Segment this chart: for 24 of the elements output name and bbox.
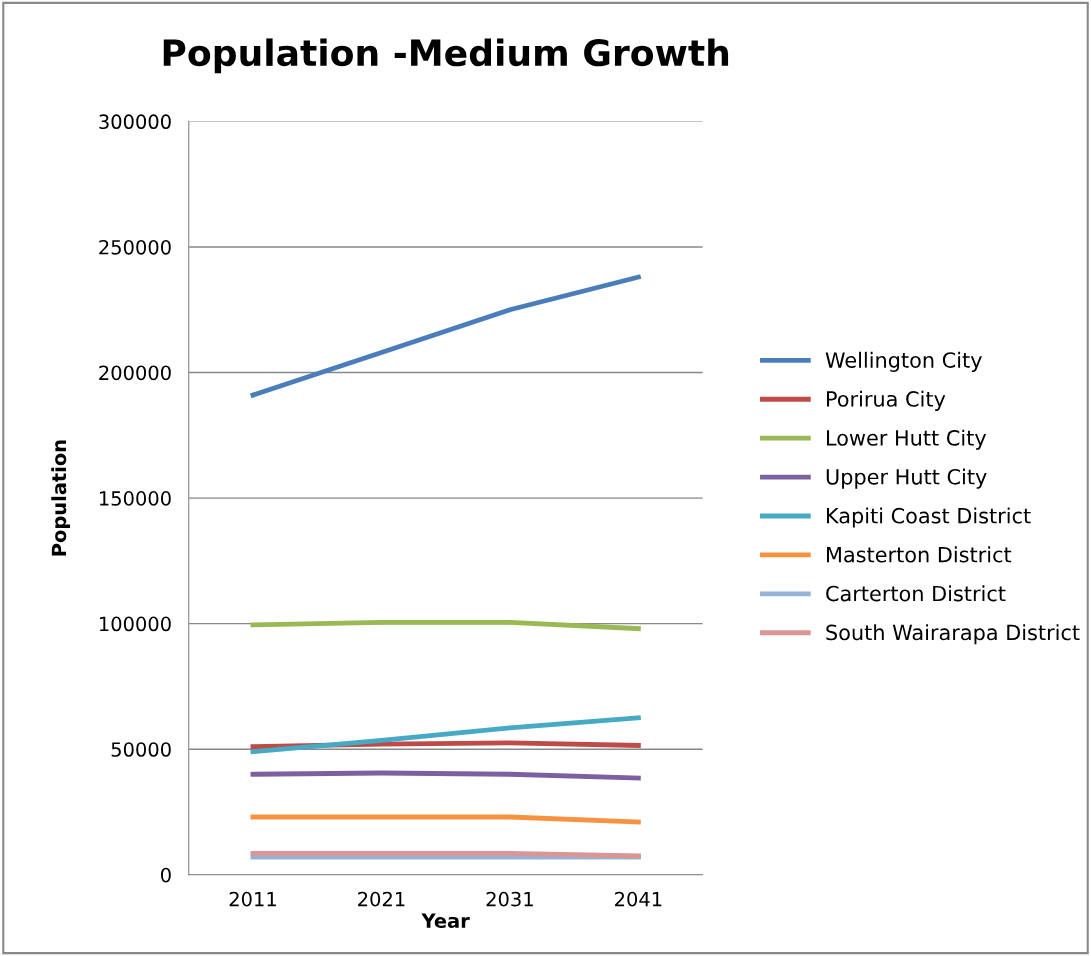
x-axis-title: Year bbox=[421, 913, 470, 929]
line-series bbox=[250, 715, 641, 755]
y-tick-label: 200000 bbox=[99, 365, 171, 381]
legend-label: South Wairarapa District bbox=[826, 624, 1080, 645]
x-tick-label: 2021 bbox=[358, 891, 405, 907]
chart-title: Population -Medium Growth bbox=[163, 38, 729, 74]
y-tick-label: 250000 bbox=[99, 239, 171, 255]
legend-label: Porirua City bbox=[827, 390, 946, 411]
x-tick-label: 2041 bbox=[615, 891, 662, 907]
legend-label: Wellington City bbox=[825, 351, 982, 372]
y-tick-label: 300000 bbox=[99, 114, 171, 130]
legend-label: Carterton District bbox=[826, 585, 1006, 602]
x-tick-label: 2031 bbox=[486, 891, 533, 907]
legend-label: Upper Hutt City bbox=[826, 468, 987, 489]
x-tick-label: 2011 bbox=[229, 891, 276, 907]
y-tick-label: 100000 bbox=[99, 616, 171, 632]
legend-label: Masterton District bbox=[827, 546, 1012, 563]
y-tick-label: 50000 bbox=[111, 742, 171, 757]
line-series bbox=[250, 274, 641, 398]
y-tick-label: 0 bbox=[160, 867, 171, 883]
y-tick-label: 150000 bbox=[99, 491, 171, 506]
legend-label: Kapiti Coast District bbox=[827, 507, 1031, 528]
legend-label: Lower Hutt City bbox=[827, 429, 987, 450]
y-axis-title: Population bbox=[51, 440, 71, 556]
